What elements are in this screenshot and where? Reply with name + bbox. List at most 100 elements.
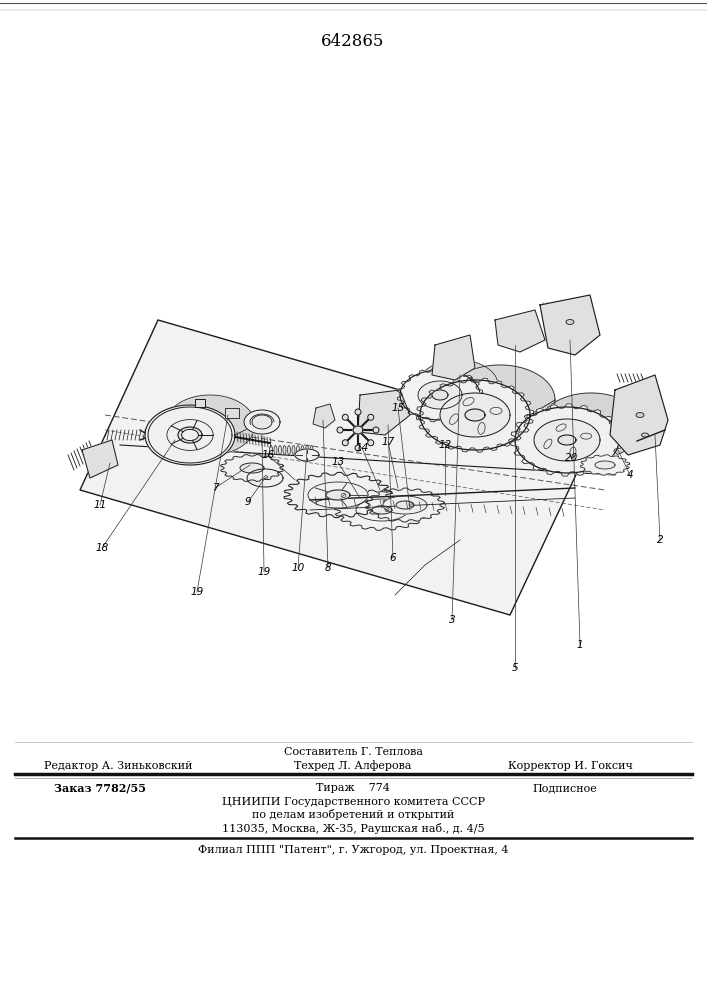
Polygon shape <box>356 499 408 521</box>
Polygon shape <box>420 380 530 450</box>
Text: по делам изобретений и открытий: по делам изобретений и открытий <box>252 810 454 820</box>
Text: 13: 13 <box>332 457 344 467</box>
Polygon shape <box>416 378 534 452</box>
Circle shape <box>368 440 374 446</box>
Polygon shape <box>432 390 448 400</box>
Polygon shape <box>420 365 555 450</box>
Polygon shape <box>418 360 498 410</box>
Polygon shape <box>372 506 392 514</box>
Polygon shape <box>540 295 600 355</box>
Ellipse shape <box>478 422 485 434</box>
Polygon shape <box>418 381 462 409</box>
Polygon shape <box>295 449 319 461</box>
Text: 16: 16 <box>262 450 274 460</box>
Circle shape <box>337 427 343 433</box>
Polygon shape <box>397 368 483 422</box>
Text: Тираж    774: Тираж 774 <box>316 783 390 793</box>
Ellipse shape <box>566 320 574 324</box>
Ellipse shape <box>636 412 644 418</box>
Bar <box>195 399 205 407</box>
Text: 20: 20 <box>566 453 578 463</box>
Text: 11: 11 <box>93 500 107 510</box>
Polygon shape <box>167 420 213 450</box>
Polygon shape <box>432 335 475 380</box>
Text: ⊘: ⊘ <box>383 507 389 513</box>
Text: 14: 14 <box>356 443 368 453</box>
Text: Подписное: Подписное <box>532 783 597 793</box>
Polygon shape <box>313 404 335 428</box>
Circle shape <box>355 445 361 451</box>
Text: Техред Л. Алферова: Техред Л. Алферова <box>294 761 411 771</box>
Ellipse shape <box>274 446 277 454</box>
Circle shape <box>355 409 361 415</box>
Text: 9: 9 <box>245 497 251 507</box>
Polygon shape <box>148 407 232 463</box>
Ellipse shape <box>296 446 300 454</box>
Polygon shape <box>326 490 350 500</box>
Polygon shape <box>358 390 410 435</box>
Polygon shape <box>510 404 624 476</box>
Polygon shape <box>145 395 255 465</box>
Polygon shape <box>80 320 590 615</box>
Ellipse shape <box>463 397 474 406</box>
Text: 113035, Москва, Ж-35, Раушская наб., д. 4/5: 113035, Москва, Ж-35, Раушская наб., д. … <box>222 822 484 834</box>
Ellipse shape <box>305 446 308 454</box>
Polygon shape <box>610 375 668 455</box>
Bar <box>225 408 239 418</box>
Ellipse shape <box>288 446 291 454</box>
Ellipse shape <box>641 433 648 437</box>
Polygon shape <box>400 370 480 420</box>
Text: 6: 6 <box>390 553 397 563</box>
Ellipse shape <box>269 446 272 454</box>
Ellipse shape <box>544 439 552 449</box>
Text: 15: 15 <box>392 403 404 413</box>
Polygon shape <box>247 469 283 487</box>
Polygon shape <box>284 472 392 518</box>
Polygon shape <box>353 426 363 434</box>
Text: 18: 18 <box>95 543 109 553</box>
Ellipse shape <box>450 414 459 424</box>
Text: 2: 2 <box>657 535 663 545</box>
Text: ЦНИИПИ Государственного комитета СССР: ЦНИИПИ Государственного комитета СССР <box>221 797 484 807</box>
Text: 10: 10 <box>291 563 305 573</box>
Text: 19: 19 <box>190 587 204 597</box>
Polygon shape <box>465 409 485 421</box>
Polygon shape <box>308 482 368 508</box>
Ellipse shape <box>292 446 295 454</box>
Text: 17: 17 <box>381 437 395 447</box>
Ellipse shape <box>283 446 286 454</box>
Polygon shape <box>165 395 255 455</box>
Polygon shape <box>178 427 202 443</box>
Text: ⊘: ⊘ <box>407 502 413 508</box>
Polygon shape <box>396 501 414 509</box>
Ellipse shape <box>556 424 566 431</box>
Polygon shape <box>366 488 444 522</box>
Polygon shape <box>440 393 510 437</box>
Polygon shape <box>82 440 118 478</box>
Polygon shape <box>221 455 284 481</box>
Polygon shape <box>334 490 429 530</box>
Ellipse shape <box>301 446 304 454</box>
Polygon shape <box>558 435 576 445</box>
Text: 5: 5 <box>512 663 518 673</box>
Polygon shape <box>383 496 427 514</box>
Text: ⊘: ⊘ <box>339 490 346 499</box>
Text: 1: 1 <box>577 640 583 650</box>
Text: Составитель Г. Теплова: Составитель Г. Теплова <box>284 747 423 757</box>
Polygon shape <box>495 310 545 352</box>
Polygon shape <box>580 455 630 475</box>
Circle shape <box>373 427 379 433</box>
Polygon shape <box>534 419 600 461</box>
Polygon shape <box>515 393 643 473</box>
Polygon shape <box>145 405 235 465</box>
Polygon shape <box>182 429 199 441</box>
Polygon shape <box>445 365 555 435</box>
Polygon shape <box>539 393 643 459</box>
Text: 642865: 642865 <box>321 33 385 50</box>
Ellipse shape <box>310 446 313 454</box>
Polygon shape <box>400 360 498 420</box>
Circle shape <box>342 440 349 446</box>
Polygon shape <box>595 461 615 469</box>
Circle shape <box>342 414 349 420</box>
Text: 12: 12 <box>438 440 452 450</box>
